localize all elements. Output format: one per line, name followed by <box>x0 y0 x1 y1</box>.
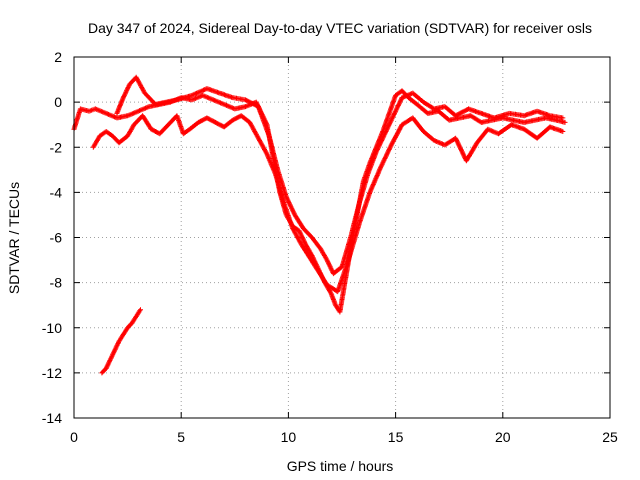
x-axis-label: GPS time / hours <box>287 458 394 474</box>
data-point <box>207 117 213 123</box>
x-tick-label: 5 <box>177 429 185 445</box>
data-point <box>113 344 119 350</box>
data-point <box>560 129 566 134</box>
data-point <box>325 258 330 264</box>
x-tick-label: 15 <box>388 429 404 445</box>
data-point <box>396 101 402 107</box>
data-point <box>106 360 112 366</box>
data-point <box>299 235 305 240</box>
data-point <box>460 151 466 157</box>
data-point <box>298 231 304 237</box>
chart-title: Day 347 of 2024, Sidereal Day-to-day VTE… <box>88 20 592 36</box>
y-tick-label: -2 <box>50 139 63 155</box>
data-point <box>374 148 380 154</box>
data-point <box>393 107 399 113</box>
data-point <box>290 209 296 215</box>
data-point <box>104 363 110 369</box>
y-tick-label: 2 <box>54 49 62 65</box>
y-tick-label: -4 <box>50 184 63 200</box>
x-tick-label: 20 <box>495 429 511 445</box>
data-point <box>454 139 460 145</box>
data-point <box>380 160 386 166</box>
data-point <box>386 123 392 129</box>
data-point <box>392 110 397 116</box>
data-point <box>328 265 334 271</box>
data-point <box>107 356 113 362</box>
y-tick-label: -14 <box>42 410 62 426</box>
data-point <box>112 347 118 353</box>
data-point <box>384 151 390 157</box>
tick-labels: 0 5 10 15 20 25 -14 -12 -10 -8 -6 -4 -2 0 2 <box>42 49 618 445</box>
y-tick-label: 0 <box>54 94 62 110</box>
data-point <box>457 110 463 116</box>
data-point <box>390 139 396 145</box>
data-point <box>250 101 256 107</box>
data-point <box>456 142 462 148</box>
data-point <box>288 203 293 209</box>
data-point <box>560 115 566 121</box>
data-point <box>329 267 335 273</box>
data-point <box>457 144 463 150</box>
data-point <box>122 91 128 97</box>
data-point <box>382 130 388 136</box>
data-point <box>253 103 259 108</box>
data-point <box>397 98 403 104</box>
data-point <box>201 117 207 123</box>
data-points <box>71 74 568 376</box>
x-tick-label: 25 <box>602 429 618 445</box>
y-tick-label: -10 <box>42 320 62 336</box>
data-point <box>380 135 386 141</box>
data-point <box>125 86 131 92</box>
data-point <box>386 148 392 154</box>
data-point <box>378 139 384 145</box>
data-point <box>395 104 401 110</box>
y-tick-label: -12 <box>42 365 62 381</box>
data-point <box>231 117 237 123</box>
plot-frame <box>73 56 611 419</box>
data-point <box>382 154 388 160</box>
data-point <box>195 90 201 96</box>
data-point <box>378 163 384 169</box>
x-tick-label: 10 <box>281 429 297 445</box>
data-point <box>110 351 116 357</box>
data-point <box>109 354 114 360</box>
data-point <box>154 129 159 135</box>
data-point <box>390 114 396 120</box>
y-tick-label: -8 <box>50 275 63 291</box>
data-point <box>387 119 393 125</box>
data-point <box>121 94 127 99</box>
data-point <box>301 238 307 244</box>
data-point <box>204 115 210 121</box>
data-point <box>393 132 399 138</box>
data-point <box>326 262 332 268</box>
y-axis-label: SDTVAR / TECUs <box>6 182 22 294</box>
data-point <box>389 116 395 122</box>
data-point <box>392 136 398 142</box>
data-point <box>384 126 390 132</box>
x-tick-label: 0 <box>70 429 78 445</box>
y-tick-label: -6 <box>50 230 63 246</box>
data-point <box>138 307 143 313</box>
data-point <box>137 308 143 314</box>
data-point <box>377 142 382 148</box>
data-point <box>124 88 129 94</box>
data-point <box>328 290 334 296</box>
data-point <box>289 205 295 211</box>
data-point <box>263 150 269 156</box>
data-point <box>562 119 568 125</box>
data-point <box>381 132 387 138</box>
